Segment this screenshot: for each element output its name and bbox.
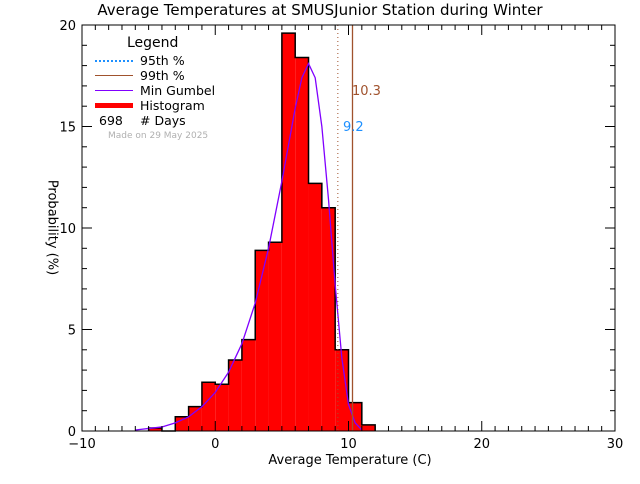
y-tick-label: 15 — [59, 121, 76, 136]
made-on-note: Made on 29 May 2025 — [108, 131, 209, 141]
histogram-bar — [268, 242, 282, 431]
p99-annotation: 10.3 — [352, 84, 381, 99]
histogram-bar — [241, 339, 256, 431]
histogram-bar — [148, 427, 162, 431]
y-axis-label: Probability (%) — [44, 179, 60, 276]
y-tick-label: 5 — [68, 324, 76, 339]
thick-bar-icon — [95, 103, 133, 108]
histogram-bar — [335, 349, 349, 431]
solid-line-icon — [95, 75, 133, 76]
x-tick-label: 20 — [473, 437, 490, 452]
dotted-line-icon — [95, 60, 133, 62]
y-tick-label: 20 — [59, 19, 76, 34]
x-axis-label: Average Temperature (C) — [268, 453, 432, 468]
histogram-bar — [255, 250, 269, 431]
x-tick-label: 0 — [211, 437, 219, 452]
y-tick-label: 0 — [68, 425, 76, 440]
x-tick-label: 30 — [607, 437, 624, 452]
histogram-bar — [188, 406, 202, 431]
chart-title: Average Temperatures at SMUSJunior Stati… — [97, 1, 543, 19]
solid-line-icon — [95, 90, 133, 91]
gumbel-curve — [135, 62, 363, 431]
x-tick-label: 10 — [340, 437, 357, 452]
histogram-bar — [215, 384, 229, 431]
histogram-bar — [281, 33, 296, 432]
y-tick-label: 10 — [59, 222, 76, 237]
histogram-bar — [175, 416, 189, 431]
p95-annotation: 9.2 — [343, 120, 364, 135]
histogram-bar — [308, 183, 322, 431]
histogram-bar — [295, 57, 309, 431]
histogram-bar — [361, 424, 376, 431]
days-count: 698 — [99, 113, 123, 128]
x-tick-label: −10 — [68, 437, 95, 452]
histogram-bar — [228, 359, 242, 431]
histogram-bar — [201, 382, 216, 431]
legend-title: Legend — [127, 35, 179, 51]
histogram-bar — [348, 402, 362, 431]
histogram-bar — [321, 207, 336, 431]
